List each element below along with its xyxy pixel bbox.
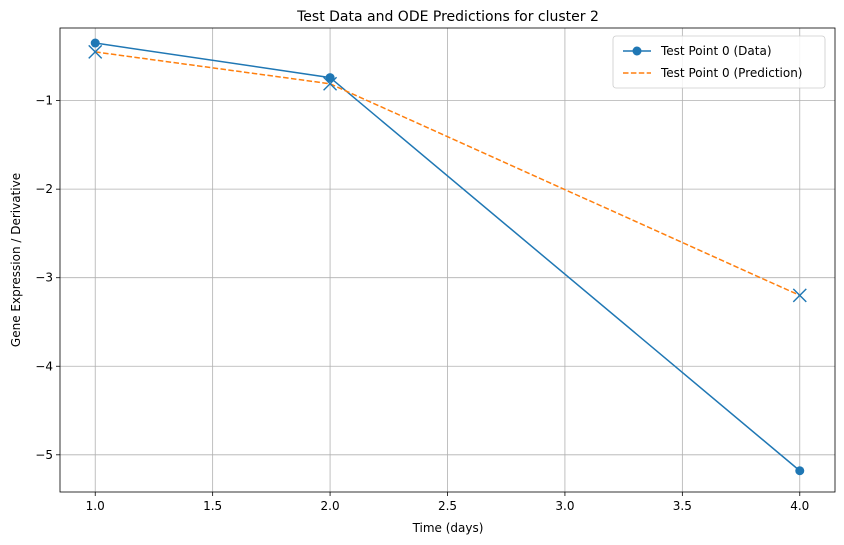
x-tick-label: 2.5 (438, 499, 457, 513)
legend-marker (632, 46, 642, 56)
x-marker (323, 76, 338, 91)
x-axis-label: Time (days) (412, 521, 484, 535)
x-marker (792, 288, 807, 303)
legend: Test Point 0 (Data) Test Point 0 (Predict… (612, 35, 826, 89)
x-tick-label: 1.5 (203, 499, 222, 513)
y-tick-label: −4 (35, 359, 53, 373)
y-tick-label: −5 (35, 448, 53, 462)
x-tick-label: 4.0 (790, 499, 809, 513)
ticks: 1.0 1.5 2.0 2.5 3.0 3.5 4.0 −1 −2 −3 −4 −5 (35, 94, 809, 513)
x-tick-label: 3.0 (555, 499, 574, 513)
legend-box (612, 35, 826, 89)
x-tick-label: 2.0 (321, 499, 340, 513)
x-tick-label: 3.5 (673, 499, 692, 513)
y-tick-label: −3 (35, 271, 53, 285)
grid (60, 28, 835, 492)
y-tick-label: −2 (35, 182, 53, 196)
x-tick-label: 1.0 (86, 499, 105, 513)
y-tick-label: −1 (35, 94, 53, 108)
data-point (795, 466, 805, 476)
data-point (90, 38, 100, 48)
series-layer (88, 38, 807, 476)
x-marker (88, 44, 103, 59)
data-point (325, 73, 335, 83)
y-axis-label: Gene Expression / Derivative (9, 173, 23, 347)
chart-title: Test Data and ODE Predictions for cluste… (296, 9, 599, 25)
legend-label-1: Test Point 0 (Prediction) (660, 66, 802, 80)
legend-label-0: Test Point 0 (Data) (660, 44, 772, 58)
